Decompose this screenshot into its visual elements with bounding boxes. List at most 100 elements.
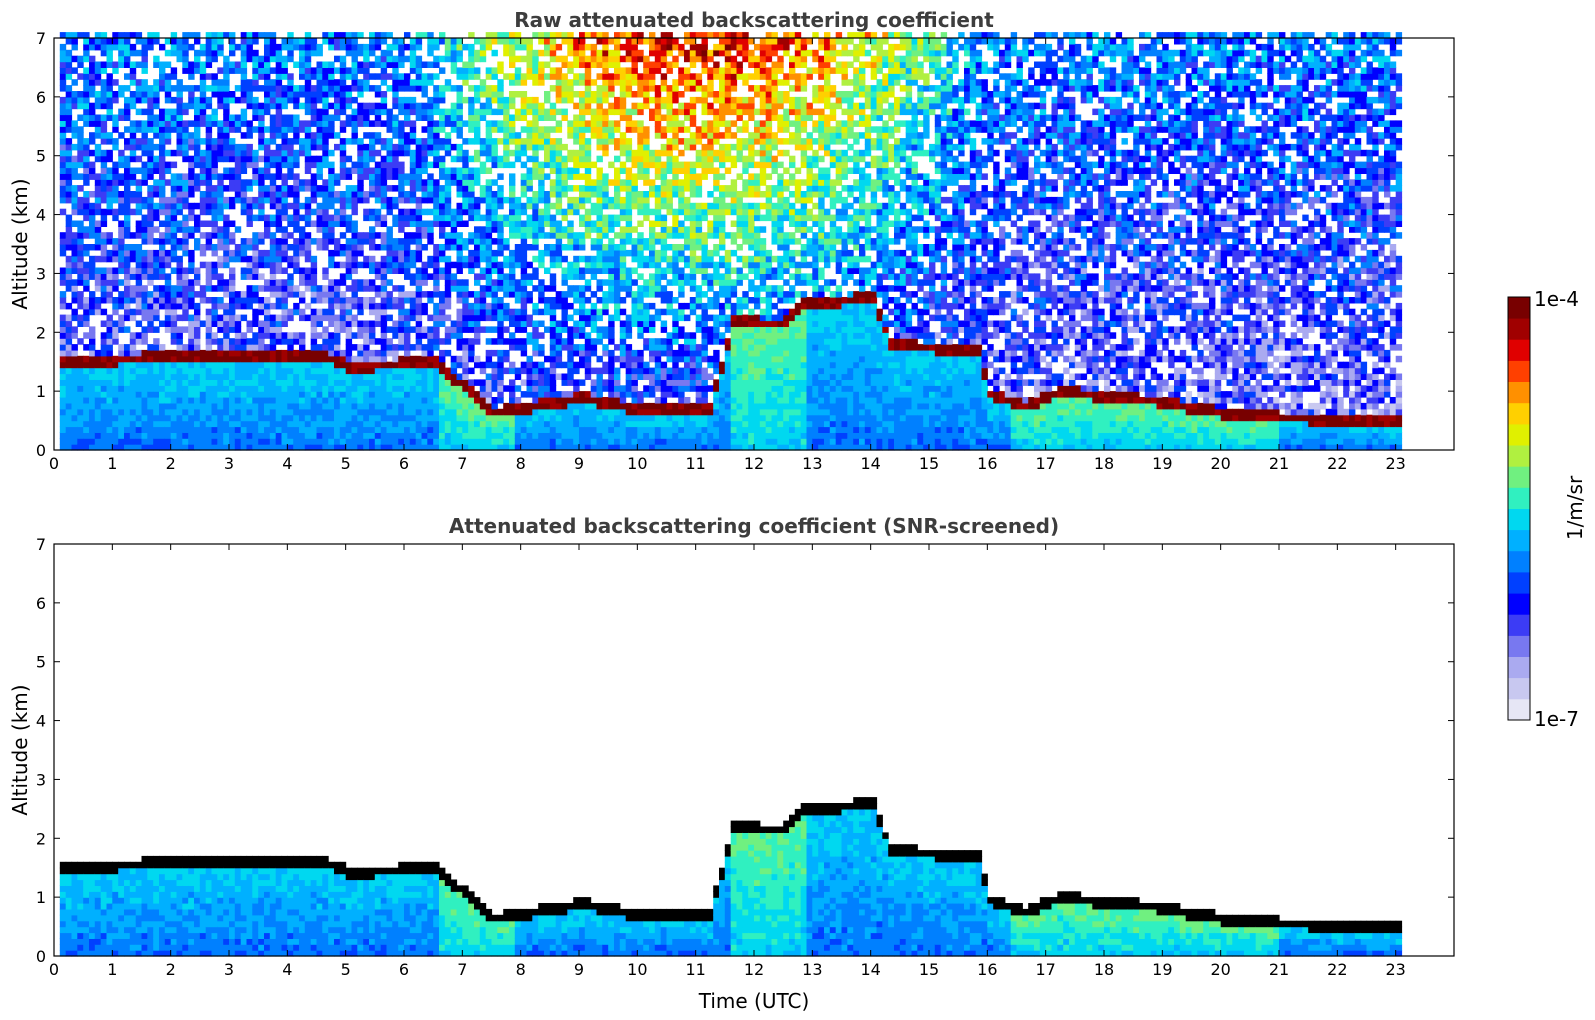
heat-cell [363, 279, 370, 286]
heat-cell [503, 420, 510, 428]
heat-cell [135, 202, 143, 210]
heat-cell [211, 267, 218, 274]
heat-cell [322, 267, 329, 274]
heat-cell [549, 49, 557, 57]
heat-cell [275, 43, 283, 51]
heat-cell [287, 285, 294, 292]
heat-cell [369, 414, 376, 422]
heat-cell [118, 420, 125, 428]
heat-cell [404, 320, 411, 327]
heat-cell [89, 85, 96, 92]
heat-cell [106, 361, 113, 369]
heat-cell [153, 355, 160, 363]
heat-cell [106, 232, 113, 239]
heat-cell [147, 126, 154, 133]
heat-cell [147, 161, 154, 169]
heat-cell [159, 432, 166, 439]
heat-cell [509, 226, 516, 233]
heat-cell [549, 255, 557, 263]
heat-cell [555, 208, 563, 216]
heat-cell [415, 196, 423, 204]
heat-cell [409, 344, 417, 351]
heat-cell [83, 114, 90, 121]
heat-cell [71, 367, 78, 375]
heat-cell [211, 408, 218, 416]
heat-cell [479, 297, 487, 304]
heat-cell [141, 273, 148, 280]
heat-cell [450, 397, 458, 404]
heat-cell [409, 220, 417, 227]
heat-cell [159, 85, 166, 92]
heat-cell [573, 308, 580, 316]
heat-cell [532, 32, 539, 39]
heat-cell [369, 49, 376, 57]
heat-cell [514, 314, 522, 322]
heat-cell [532, 273, 539, 280]
heat-cell [491, 238, 498, 245]
heat-cell [153, 185, 160, 192]
heat-cell [275, 73, 283, 80]
heat-cell [561, 297, 568, 304]
heat-cell [304, 202, 312, 210]
heat-cell [89, 420, 96, 428]
heat-cell [89, 232, 96, 239]
heat-cell [258, 397, 265, 404]
heat-cell [287, 202, 294, 210]
heat-cell [380, 320, 388, 327]
heat-cell [252, 273, 259, 280]
heat-cell [89, 297, 96, 304]
heat-cell [112, 402, 119, 410]
heat-cell [147, 108, 154, 116]
heat-cell [509, 367, 516, 375]
heat-cell [281, 332, 288, 339]
heat-cell [421, 196, 428, 204]
heat-cell [433, 414, 440, 422]
heat-cell [538, 232, 545, 239]
heat-cell [468, 320, 475, 327]
heat-cell [258, 420, 265, 428]
heat-cell [479, 326, 487, 333]
heat-cell [112, 320, 119, 327]
heat-cell [240, 120, 248, 127]
heat-cell [65, 232, 73, 239]
heat-cell [561, 255, 568, 263]
heat-cell [159, 244, 166, 251]
heat-cell [421, 167, 428, 174]
heat-cell [439, 96, 446, 104]
heat-cell [223, 143, 230, 151]
heat-cell [118, 173, 125, 180]
heat-cell [579, 332, 586, 339]
heat-cell [240, 67, 248, 74]
heat-cell [59, 120, 67, 127]
heat-cell [293, 173, 300, 180]
heat-cell [100, 126, 108, 133]
heat-cell [386, 279, 393, 286]
heat-cell [100, 344, 108, 351]
heat-cell [339, 232, 347, 239]
heat-cell [485, 126, 493, 133]
heat-cell [71, 161, 78, 169]
heat-cell [299, 43, 306, 51]
heat-cell [188, 91, 195, 98]
heat-cell [129, 267, 137, 274]
heat-cell [485, 279, 493, 286]
heat-cell [328, 349, 335, 357]
heat-cell [83, 120, 90, 127]
heat-cell [299, 379, 306, 386]
heat-cell [573, 55, 580, 63]
heat-cell [94, 96, 102, 104]
heat-cell [94, 355, 102, 363]
heat-cell [532, 120, 539, 127]
heat-cell [71, 67, 78, 74]
heat-cell [176, 149, 183, 157]
heat-cell [281, 373, 288, 380]
heat-cell [462, 361, 469, 369]
heat-cell [293, 120, 300, 127]
heat-cell [141, 196, 148, 204]
heat-cell [65, 120, 73, 127]
heat-cell [409, 355, 417, 363]
heat-cell [380, 138, 388, 145]
heat-cell [357, 167, 364, 174]
heat-cell [351, 79, 358, 86]
heat-cell [112, 196, 119, 204]
